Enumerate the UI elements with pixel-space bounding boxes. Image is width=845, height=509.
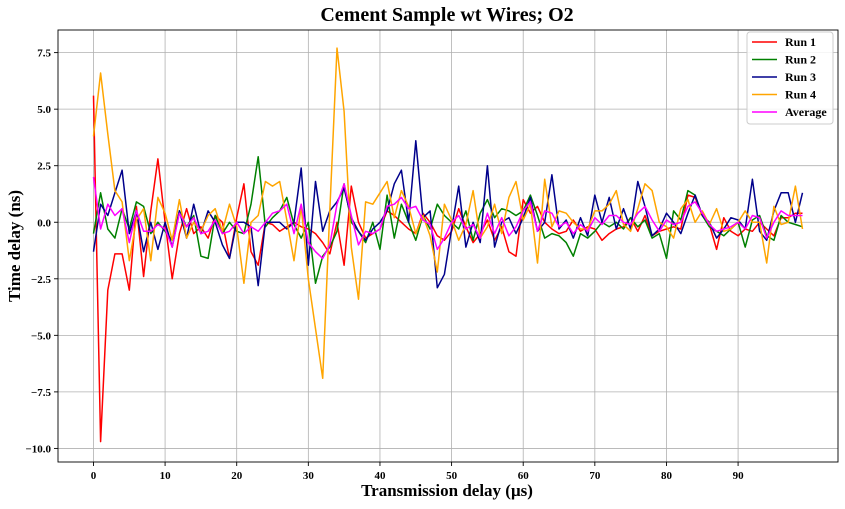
- x-tick-label: 30: [303, 470, 315, 482]
- y-tick-label: 5.0: [37, 104, 51, 116]
- chart-title: Cement Sample wt Wires; O2: [320, 4, 573, 26]
- grid: [58, 30, 838, 462]
- legend: Run 1 Run 2 Run 3 Run 4 Average: [746, 31, 834, 125]
- series-line-run-1: [92, 95, 803, 443]
- x-tick-label: 50: [446, 470, 458, 482]
- series-line-average: [92, 176, 803, 260]
- y-tick-label: −10.0: [25, 443, 51, 455]
- x-tick-label: 60: [518, 470, 530, 482]
- legend-label-average: Average: [785, 105, 827, 119]
- x-tick-label: 10: [160, 470, 172, 482]
- x-tick-label: 70: [589, 470, 601, 482]
- y-axis: −10.0 −7.5 −5.0 −2.5 0.0 2.5 5.0 7.5: [25, 48, 58, 455]
- x-tick-label: 90: [733, 470, 745, 482]
- y-tick-label: −7.5: [31, 387, 52, 399]
- y-axis-label: Time delay (ns): [5, 190, 24, 302]
- legend-label-run-4: Run 4: [785, 88, 816, 102]
- x-tick-label: 20: [231, 470, 243, 482]
- series-line-run-3: [92, 140, 804, 289]
- x-tick-label: 80: [661, 470, 673, 482]
- y-tick-label: 2.5: [37, 161, 51, 173]
- series-line-run-4: [92, 47, 804, 380]
- x-axis-label: Transmission delay (μs): [361, 481, 533, 500]
- legend-box: [746, 31, 834, 125]
- y-tick-label: −5.0: [31, 330, 52, 342]
- x-axis: 0 10 20 30 40 50 60 70 80 90: [91, 462, 744, 482]
- y-tick-label: −2.5: [31, 274, 52, 286]
- plot-frame: [57, 29, 839, 463]
- x-tick-label: 0: [91, 470, 97, 482]
- legend-label-run-1: Run 1: [785, 35, 816, 49]
- y-tick-label: 0.0: [37, 217, 51, 229]
- x-tick-label: 40: [374, 470, 386, 482]
- legend-label-run-2: Run 2: [785, 53, 816, 67]
- legend-label-run-3: Run 3: [785, 70, 816, 84]
- y-tick-label: 7.5: [37, 48, 51, 60]
- series-lines: [92, 47, 804, 443]
